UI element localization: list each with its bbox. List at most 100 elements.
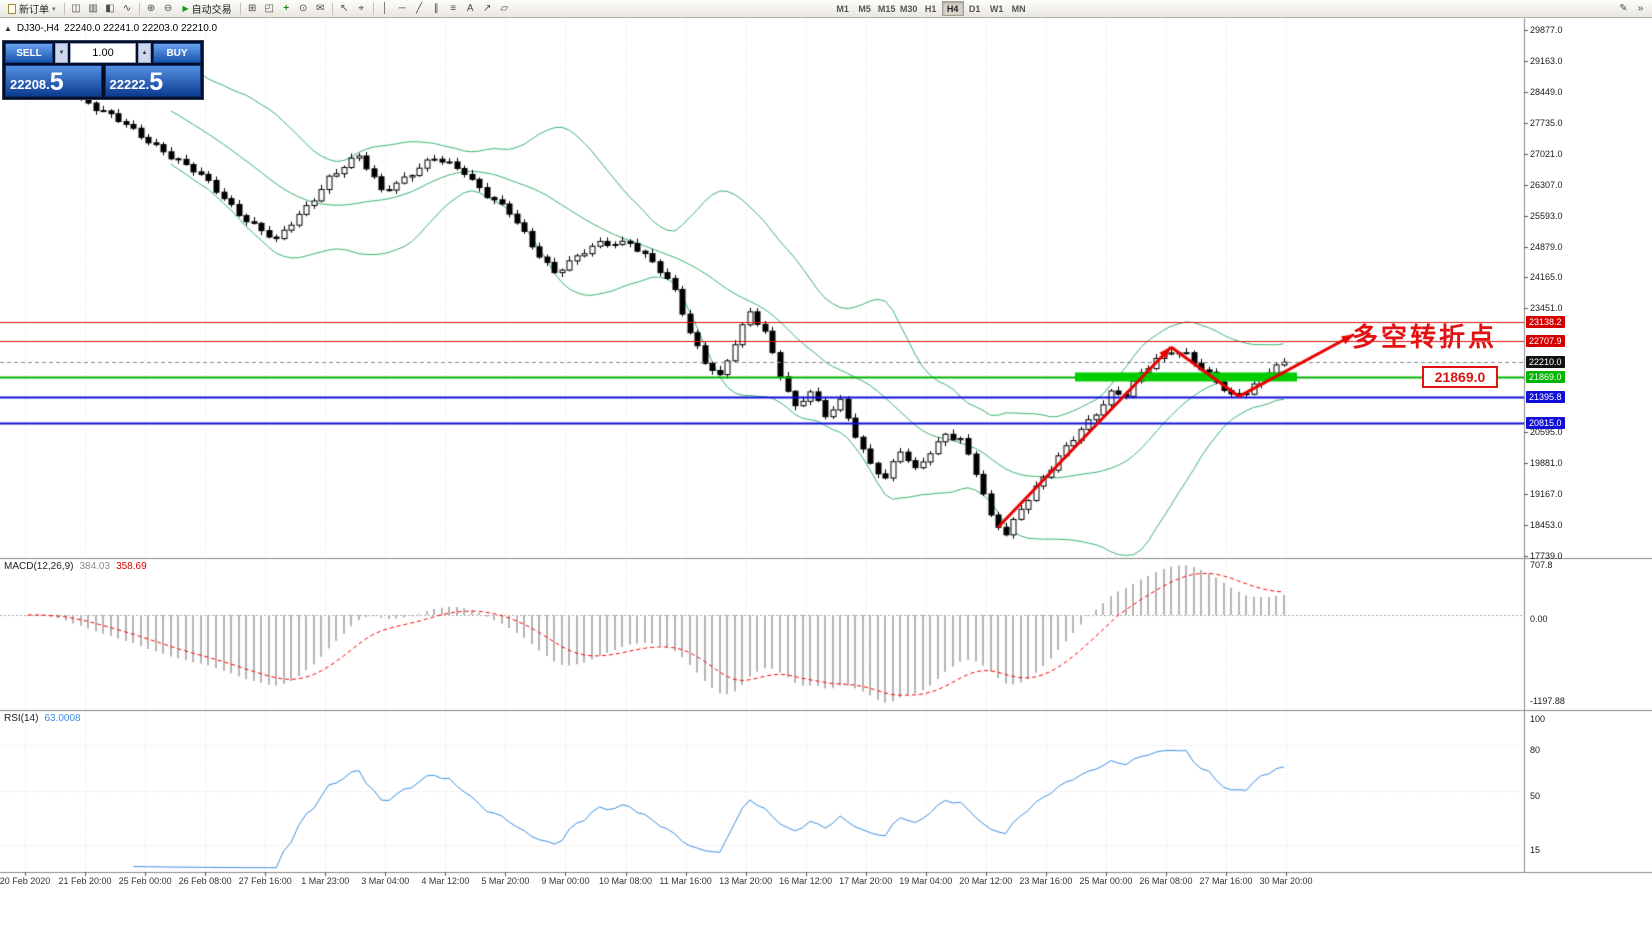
- time-axis-label: 30 Mar 20:00: [1259, 876, 1313, 886]
- turning-point-annotation[interactable]: 多空转折点: [1352, 322, 1498, 352]
- macd-scale-label: -1197.88: [1530, 696, 1565, 706]
- time-axis-label: 26 Feb 08:00: [178, 876, 232, 886]
- time-axis[interactable]: 20 Feb 2020 21 Feb 20:00 25 Feb 00:00 26 Fe…: [0, 876, 1652, 892]
- vertical-line-icon[interactable]: │: [377, 1, 394, 16]
- buy-price[interactable]: 22222. 5: [104, 65, 201, 97]
- fibonacci-icon[interactable]: ≡: [445, 1, 462, 16]
- chart-bars-icon[interactable]: ▥: [85, 1, 102, 16]
- macd-signal-value: 358.69: [116, 561, 147, 572]
- clock-icon[interactable]: ⊙: [295, 1, 312, 16]
- rsi-scale-label: 100: [1530, 714, 1546, 724]
- timeframe-h4-button[interactable]: H4: [941, 1, 964, 16]
- price-tick: 20595.0: [1530, 427, 1563, 438]
- auto-trading-label: 自动交易: [191, 5, 232, 16]
- overflow-icon[interactable]: »: [1632, 1, 1649, 16]
- time-axis-label: 25 Mar 00:00: [1079, 876, 1133, 886]
- buy-button[interactable]: BUY: [153, 43, 201, 63]
- new-order-button[interactable]: 新订单 ▾: [3, 1, 61, 16]
- price-tick: 19881.0: [1530, 458, 1563, 469]
- time-axis-label: 26 Mar 08:00: [1139, 876, 1193, 886]
- time-axis-label: 25 Feb 00:00: [118, 876, 172, 886]
- time-axis-label: 27 Mar 16:00: [1199, 876, 1253, 886]
- price-badge: 21869.0: [1526, 370, 1565, 383]
- toolbar-separator: [372, 2, 374, 15]
- price-badge: 20815.0: [1526, 416, 1565, 429]
- timeframe-m1-button[interactable]: M1: [832, 1, 854, 16]
- time-axis-label: 1 Mar 23:00: [301, 876, 350, 886]
- volume-increase-button[interactable]: ▲: [138, 43, 151, 63]
- time-axis-label: 11 Mar 16:00: [659, 876, 712, 886]
- zoom-out-icon[interactable]: ⊖: [160, 1, 177, 16]
- mail-icon[interactable]: ✉: [312, 1, 329, 16]
- crosshair-icon[interactable]: ⌖: [353, 1, 370, 16]
- time-axis-label: 21 Feb 20:00: [58, 876, 112, 886]
- macd-scale-label: 0.00: [1530, 613, 1548, 624]
- time-axis-label: 20 Feb 2020: [0, 876, 51, 886]
- arrows-tool-icon[interactable]: ↗: [479, 1, 496, 16]
- price-scale[interactable]: 29877.0 29163.0 28449.0 27735.0 27021.0 26307…: [1526, 0, 1652, 939]
- macd-header: MACD(12,26,9) 384.03 358.69: [4, 561, 147, 572]
- timeframe-m5-button[interactable]: M5: [854, 1, 876, 16]
- timeframe-d1-button[interactable]: D1: [964, 1, 986, 16]
- auto-trading-button[interactable]: ▶ 自动交易: [178, 1, 237, 16]
- cascade-windows-icon[interactable]: ◰: [261, 1, 278, 16]
- channel-icon[interactable]: ∥: [428, 1, 445, 16]
- chart-candles-icon[interactable]: ◧: [102, 1, 119, 16]
- toolbar-separator: [239, 2, 241, 15]
- rsi-header: RSI(14) 63.0008: [4, 713, 81, 724]
- timeframe-mn-button[interactable]: MN: [1008, 1, 1030, 16]
- horizontal-line-icon[interactable]: ─: [394, 1, 411, 16]
- time-axis-label: 5 Mar 20:00: [481, 876, 530, 886]
- trendline-icon[interactable]: ╱: [411, 1, 428, 16]
- price-badge: 22210.0: [1526, 356, 1565, 369]
- time-axis-label: 10 Mar 08:00: [598, 876, 653, 886]
- price-tick: 29163.0: [1530, 55, 1563, 66]
- price-tick: 28449.0: [1530, 86, 1563, 97]
- price-tick: 29877.0: [1530, 25, 1563, 35]
- price-badge: 23138.2: [1526, 315, 1565, 328]
- rsi-title: RSI(14): [4, 713, 39, 724]
- sell-price[interactable]: 22208. 5: [5, 65, 102, 97]
- buy-price-main: 22222.: [109, 77, 150, 92]
- oct-collapse-icon[interactable]: ▲: [4, 24, 12, 33]
- price-tick: 27021.0: [1530, 148, 1563, 159]
- volume-input[interactable]: [70, 43, 136, 63]
- new-order-icon: [8, 3, 16, 14]
- zoom-in-icon[interactable]: ⊕: [143, 1, 160, 16]
- tile-windows-icon[interactable]: ◫: [68, 1, 85, 16]
- time-axis-label: 13 Mar 20:00: [719, 876, 773, 886]
- price-tick: 18453.0: [1530, 519, 1563, 530]
- symbol-header: ▲ DJ30-,H4 22240.0 22241.0 22203.0 22210…: [4, 23, 217, 34]
- sell-price-main: 22208.: [10, 77, 50, 92]
- price-tick: 23451.0: [1530, 303, 1563, 314]
- timeframe-m15-button[interactable]: M15: [876, 1, 898, 16]
- cursor-icon[interactable]: ↖: [336, 1, 353, 16]
- chart-line-icon[interactable]: ∿: [119, 1, 136, 16]
- price-badge: 22707.9: [1526, 334, 1565, 347]
- macd-scale-label: 707.8: [1530, 560, 1553, 570]
- toolbar-separator: [138, 2, 140, 15]
- text-icon[interactable]: A: [462, 1, 479, 16]
- rsi-scale-label: 15: [1530, 844, 1541, 855]
- time-axis-label: 27 Feb 16:00: [238, 876, 292, 886]
- price-tick: 19167.0: [1530, 489, 1563, 500]
- rsi-value: 63.0008: [44, 713, 81, 724]
- price-level-label[interactable]: 21869.0: [1422, 366, 1498, 388]
- edit-icon[interactable]: ✎: [1615, 1, 1632, 16]
- timeframe-h1-button[interactable]: H1: [920, 1, 942, 16]
- play-icon: ▶: [182, 4, 189, 13]
- macd-main-value: 384.03: [79, 561, 111, 572]
- price-tick: 24165.0: [1530, 272, 1563, 283]
- price-tick: 26307.0: [1530, 179, 1563, 190]
- sell-button[interactable]: SELL: [5, 43, 53, 63]
- timeframe-w1-button[interactable]: W1: [986, 1, 1008, 16]
- indicators-icon[interactable]: +: [278, 1, 295, 16]
- timeframe-m30-button[interactable]: M30: [898, 1, 920, 16]
- time-axis-label: 4 Mar 12:00: [421, 876, 470, 886]
- volume-decrease-button[interactable]: ▼: [55, 43, 68, 63]
- time-axis-label: 19 Mar 04:00: [899, 876, 953, 886]
- new-window-icon[interactable]: ⊞: [244, 1, 261, 16]
- shapes-icon[interactable]: ▱: [496, 1, 513, 16]
